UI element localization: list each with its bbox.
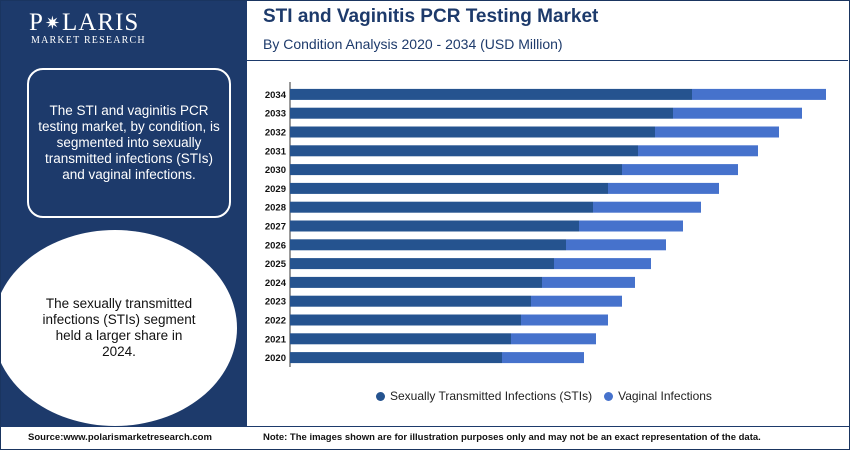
y-tick-label-2025: 2025: [265, 259, 287, 270]
logo-name-right: LARIS: [62, 9, 140, 36]
bar-vaginal-2020: [502, 352, 584, 364]
y-tick-label-2021: 2021: [265, 334, 287, 345]
footer-divider: [1, 426, 849, 427]
source-text: Source:www.polarismarketresearch.com: [28, 432, 212, 443]
logo-wordmark: P ✷ LARIS: [29, 9, 219, 37]
bar-vaginal-2030: [622, 164, 738, 176]
bar-vaginal-2031: [638, 145, 758, 157]
bar-sti-2028: [290, 201, 593, 213]
y-tick-label-2031: 2031: [265, 146, 287, 157]
y-tick-label-2030: 2030: [265, 165, 286, 176]
bar-sti-2021: [290, 333, 511, 345]
bar-sti-2032: [290, 126, 655, 138]
chart-subtitle: By Condition Analysis 2020 - 2034 (USD M…: [263, 36, 563, 52]
bar-sti-2033: [290, 107, 673, 119]
header-divider: [247, 60, 848, 61]
bar-sti-2022: [290, 314, 521, 326]
legend-swatch-vaginal: [604, 391, 614, 401]
bar-vaginal-2021: [511, 333, 596, 345]
bar-sti-2020: [290, 352, 502, 364]
logo-tagline: MARKET RESEARCH: [31, 35, 146, 46]
polaris-logo: P ✷ LARIS MARKET RESEARCH: [29, 9, 219, 46]
bar-vaginal-2022: [521, 314, 608, 326]
y-tick-label-2032: 2032: [265, 128, 286, 139]
bar-sti-2025: [290, 258, 554, 270]
bar-sti-2030: [290, 164, 622, 176]
y-tick-label-2020: 2020: [265, 353, 286, 364]
legend-label-vaginal: Vaginal Infections: [618, 389, 712, 403]
y-tick-label-2029: 2029: [265, 184, 286, 195]
bar-vaginal-2033: [673, 107, 802, 119]
bar-sti-2029: [290, 182, 608, 194]
y-tick-label-2024: 2024: [265, 278, 287, 289]
y-tick-label-2022: 2022: [265, 316, 286, 327]
bar-vaginal-2023: [531, 295, 622, 307]
bar-chart: 2034 2033 2032 2031 2030 2029 2028 2027 2026 2025…: [265, 82, 826, 367]
highlight-circle: The sexually transmitted infections (STI…: [1, 230, 237, 426]
bar-sti-2023: [290, 295, 531, 307]
y-tick-label-2034: 2034: [265, 90, 287, 101]
bar-vaginal-2032: [655, 126, 779, 138]
info-text: The STI and vaginitis PCR testing market…: [38, 103, 220, 182]
bar-vaginal-2029: [608, 182, 719, 194]
highlight-text: The sexually transmitted infections (STI…: [42, 296, 196, 359]
bar-sti-2024: [290, 276, 542, 288]
bar-vaginal-2026: [566, 239, 666, 251]
bar-vaginal-2027: [579, 220, 683, 232]
logo-name-left: P: [29, 9, 44, 36]
info-box: The STI and vaginitis PCR testing market…: [27, 68, 231, 218]
y-tick-label-2026: 2026: [265, 240, 286, 251]
disclaimer-note: Note: The images shown are for illustrat…: [263, 432, 761, 443]
legend-swatch-sti: [376, 391, 385, 401]
legend-item-sti: Sexually Transmitted Infections (STIs): [376, 389, 592, 403]
bar-vaginal-2028: [593, 201, 701, 213]
bar-vaginal-2034: [692, 88, 826, 100]
bar-sti-2034: [290, 88, 692, 100]
compass-star-icon: ✷: [44, 13, 61, 33]
bar-sti-2031: [290, 145, 638, 157]
bar-sti-2026: [290, 239, 566, 251]
chart-legend: Sexually Transmitted Infections (STIs) V…: [376, 389, 724, 403]
bar-vaginal-2024: [542, 276, 635, 288]
legend-label-sti: Sexually Transmitted Infections (STIs): [390, 389, 593, 403]
y-tick-label-2028: 2028: [265, 203, 286, 214]
legend-item-vaginal: Vaginal Infections: [604, 389, 712, 403]
y-tick-label-2033: 2033: [265, 109, 286, 120]
y-tick-label-2023: 2023: [265, 297, 286, 308]
bar-vaginal-2025: [554, 258, 651, 270]
chart-title: STI and Vaginitis PCR Testing Market: [263, 6, 599, 27]
y-tick-label-2027: 2027: [265, 222, 286, 233]
bar-sti-2027: [290, 220, 579, 232]
left-panel: P ✷ LARIS MARKET RESEARCH The STI and va…: [1, 1, 247, 426]
